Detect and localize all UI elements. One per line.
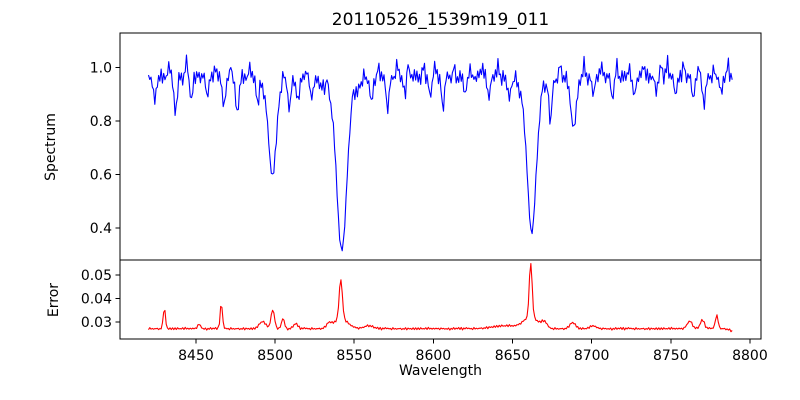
y-tick-label: 0.4 bbox=[90, 221, 112, 237]
chart-title: 20110526_1539m19_011 bbox=[331, 10, 550, 30]
y-tick-label: 0.8 bbox=[90, 114, 112, 130]
wavelength-x-axis-label: Wavelength bbox=[398, 363, 483, 379]
error-line bbox=[148, 262, 733, 333]
error-panel-border bbox=[119, 259, 762, 340]
spectrum-panel-border bbox=[119, 32, 762, 261]
x-tick-label: 8600 bbox=[416, 348, 452, 364]
y-tick-label: 1.0 bbox=[90, 61, 112, 77]
x-tick-label: 8750 bbox=[653, 348, 689, 364]
x-tick-label: 8550 bbox=[336, 348, 372, 364]
y-tick-label: 0.03 bbox=[81, 315, 112, 331]
x-tick-label: 8800 bbox=[732, 348, 768, 364]
y-tick-label: 0.05 bbox=[81, 268, 112, 284]
x-tick-label: 8650 bbox=[495, 348, 531, 364]
x-tick-label: 8450 bbox=[178, 348, 214, 364]
y-tick-label: 0.04 bbox=[81, 292, 112, 308]
y-tick-label: 0.6 bbox=[90, 168, 112, 184]
x-tick-label: 8700 bbox=[574, 348, 610, 364]
x-tick-label: 8500 bbox=[257, 348, 293, 364]
spectrum-line bbox=[147, 54, 733, 252]
